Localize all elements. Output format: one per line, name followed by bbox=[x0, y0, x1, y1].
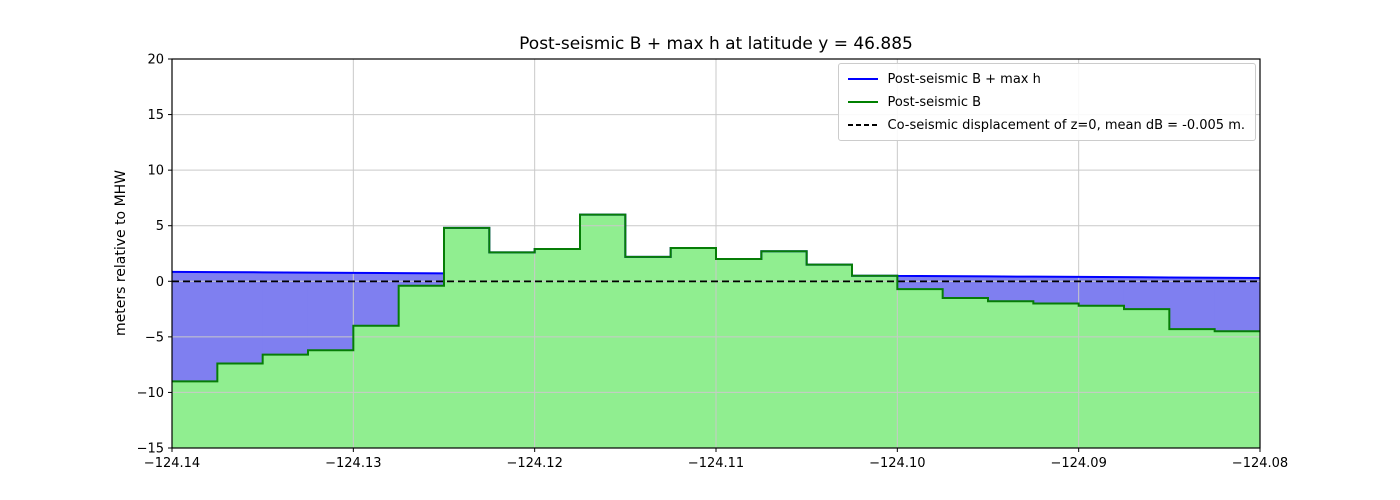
water-fill bbox=[398, 272, 445, 287]
water-fill bbox=[171, 271, 218, 382]
water-fill bbox=[262, 272, 309, 355]
legend-line-green-icon bbox=[847, 101, 878, 103]
legend-label: Post-seismic B bbox=[887, 94, 982, 110]
y-tick-label: −15 bbox=[137, 442, 164, 457]
legend-item: Post-seismic B + max h bbox=[847, 68, 1246, 90]
x-tick-label: −124.10 bbox=[869, 456, 925, 471]
water-fill bbox=[1169, 277, 1215, 330]
x-tick-label: −124.11 bbox=[688, 456, 744, 471]
x-tick-label: −124.09 bbox=[1050, 456, 1106, 471]
water-fill bbox=[307, 272, 354, 351]
y-tick-label: 5 bbox=[156, 219, 164, 234]
legend: Post-seismic B + max h Post-seismic B Co… bbox=[837, 63, 1256, 141]
water-fill bbox=[1214, 277, 1261, 332]
water-fill bbox=[987, 276, 1034, 302]
chart-axes: −124.14 −124.13 −124.12 −124.11 −124.10 −124.… bbox=[137, 53, 1289, 472]
legend-item: Co-seismic displacement of z=0, mean dB … bbox=[847, 114, 1246, 136]
x-tick-label: −124.12 bbox=[506, 456, 562, 471]
postseismic-b-line bbox=[172, 213, 1260, 383]
chart-title: Post-seismic B + max h at latitude y = 4… bbox=[519, 34, 913, 54]
legend-item: Post-seismic B bbox=[847, 91, 1246, 113]
water-fill bbox=[942, 275, 989, 299]
water-fill bbox=[897, 275, 943, 290]
y-tick-label: −10 bbox=[137, 386, 164, 401]
y-tick-label: 10 bbox=[147, 164, 164, 179]
legend-line-blue-icon bbox=[847, 78, 878, 80]
y-tick-label: 15 bbox=[147, 108, 164, 123]
x-tick-label: −124.13 bbox=[325, 456, 381, 471]
y-tick-label: −5 bbox=[145, 330, 164, 345]
x-tick-label: −124.14 bbox=[144, 456, 200, 471]
y-tick-label: 0 bbox=[156, 275, 164, 290]
water-fill bbox=[217, 271, 263, 364]
chart-lines bbox=[171, 213, 1261, 383]
legend-label: Post-seismic B + max h bbox=[887, 71, 1041, 87]
legend-line-dashed-icon bbox=[847, 124, 878, 126]
legend-label: Co-seismic displacement of z=0, mean dB … bbox=[887, 117, 1246, 133]
x-tick-label: −124.08 bbox=[1232, 456, 1288, 471]
y-tick-label: 20 bbox=[147, 53, 164, 68]
